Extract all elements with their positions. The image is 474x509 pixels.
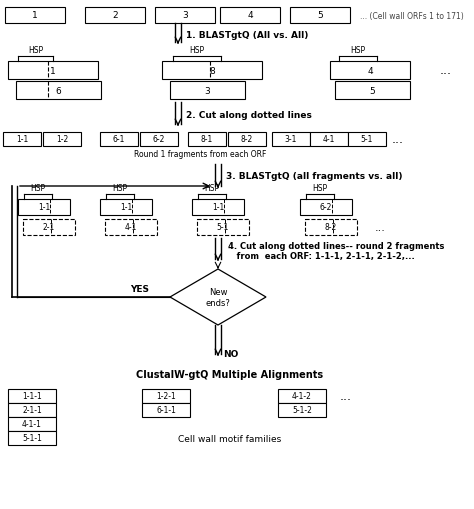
Bar xyxy=(162,62,262,80)
Text: New
ends?: New ends? xyxy=(206,288,230,307)
Text: 6-1: 6-1 xyxy=(113,135,125,144)
Text: NO: NO xyxy=(223,350,238,359)
Text: HSP: HSP xyxy=(190,46,205,55)
Text: 3. BLASTgtQ (all fragments vs. all): 3. BLASTgtQ (all fragments vs. all) xyxy=(226,172,402,181)
Text: 5: 5 xyxy=(370,87,375,95)
Text: 1: 1 xyxy=(50,66,56,75)
Bar xyxy=(310,133,348,147)
Text: YES: YES xyxy=(130,285,149,294)
Bar xyxy=(16,82,101,100)
Text: ...: ... xyxy=(440,64,452,77)
Text: ClustalW-gtQ Multiple Alignments: ClustalW-gtQ Multiple Alignments xyxy=(137,369,324,379)
Bar xyxy=(8,389,56,403)
Bar xyxy=(100,133,138,147)
Bar xyxy=(155,8,215,24)
Text: 1-1: 1-1 xyxy=(38,203,50,212)
Text: 1. BLASTgtQ (All vs. All): 1. BLASTgtQ (All vs. All) xyxy=(186,32,309,40)
Text: 8-2: 8-2 xyxy=(241,135,253,144)
Text: 2-1-1: 2-1-1 xyxy=(22,406,42,415)
Bar xyxy=(278,389,326,403)
Text: ... (Cell wall ORFs 1 to 171): ... (Cell wall ORFs 1 to 171) xyxy=(360,12,464,20)
Text: 4. Cut along dotted lines-- round 2 fragments: 4. Cut along dotted lines-- round 2 frag… xyxy=(228,242,444,251)
Text: 4: 4 xyxy=(247,12,253,20)
Text: 5-1-1: 5-1-1 xyxy=(22,434,42,443)
Bar xyxy=(300,200,352,216)
Text: 4-1: 4-1 xyxy=(323,135,335,144)
Bar xyxy=(170,82,245,100)
Bar xyxy=(290,8,350,24)
Text: 6-2: 6-2 xyxy=(320,203,332,212)
Bar xyxy=(142,403,190,417)
Bar xyxy=(197,219,249,236)
Text: 1-1: 1-1 xyxy=(120,203,132,212)
Bar xyxy=(8,62,98,80)
Text: 6: 6 xyxy=(55,87,61,95)
Text: 3-1: 3-1 xyxy=(285,135,297,144)
Text: 6-2: 6-2 xyxy=(153,135,165,144)
Text: ...: ... xyxy=(375,222,386,233)
Text: 4-1: 4-1 xyxy=(125,223,137,232)
Text: 2: 2 xyxy=(112,12,118,20)
Text: 5-1-2: 5-1-2 xyxy=(292,406,312,415)
Bar xyxy=(330,62,410,80)
Text: Round 1 fragments from each ORF: Round 1 fragments from each ORF xyxy=(134,150,266,159)
Bar xyxy=(43,133,81,147)
Bar xyxy=(8,431,56,445)
Text: 8-1: 8-1 xyxy=(201,135,213,144)
Text: 3: 3 xyxy=(205,87,210,95)
Text: 1-1: 1-1 xyxy=(16,135,28,144)
Text: 5-1: 5-1 xyxy=(217,223,229,232)
Bar xyxy=(140,133,178,147)
Bar xyxy=(85,8,145,24)
Text: 5: 5 xyxy=(317,12,323,20)
Text: HSP: HSP xyxy=(204,184,219,192)
Text: HSP: HSP xyxy=(312,184,328,192)
Text: ...: ... xyxy=(340,390,352,403)
Text: 5-1: 5-1 xyxy=(361,135,373,144)
Bar xyxy=(23,219,75,236)
Text: from  each ORF: 1-1-1, 2-1-1, 2-1-2,...: from each ORF: 1-1-1, 2-1-1, 2-1-2,... xyxy=(228,252,415,261)
Text: 3: 3 xyxy=(182,12,188,20)
Bar xyxy=(8,417,56,431)
Bar xyxy=(192,200,244,216)
Text: HSP: HSP xyxy=(30,184,46,192)
Text: 1-1-1: 1-1-1 xyxy=(22,392,42,401)
Text: ...: ... xyxy=(392,133,404,146)
Text: Cell wall motif families: Cell wall motif families xyxy=(178,435,282,444)
Bar xyxy=(188,133,226,147)
Bar xyxy=(228,133,266,147)
Text: HSP: HSP xyxy=(28,46,44,55)
Bar xyxy=(100,200,152,216)
Text: 2-1: 2-1 xyxy=(43,223,55,232)
Text: 1: 1 xyxy=(32,12,38,20)
Bar xyxy=(5,8,65,24)
Text: HSP: HSP xyxy=(112,184,128,192)
Bar xyxy=(278,403,326,417)
Bar xyxy=(3,133,41,147)
Bar xyxy=(8,403,56,417)
Text: 4: 4 xyxy=(367,66,373,75)
Text: 4-1-1: 4-1-1 xyxy=(22,420,42,429)
Bar xyxy=(142,389,190,403)
Bar xyxy=(272,133,310,147)
Text: 4-1-2: 4-1-2 xyxy=(292,392,312,401)
Bar xyxy=(220,8,280,24)
Bar xyxy=(335,82,410,100)
Text: 2. Cut along dotted lines: 2. Cut along dotted lines xyxy=(186,110,312,119)
Bar xyxy=(348,133,386,147)
Text: 1-2-1: 1-2-1 xyxy=(156,392,176,401)
Text: 8-2: 8-2 xyxy=(325,223,337,232)
Text: 1-2: 1-2 xyxy=(56,135,68,144)
Text: HSP: HSP xyxy=(350,46,365,55)
Bar xyxy=(105,219,157,236)
Text: 8: 8 xyxy=(209,66,215,75)
Text: 1-1: 1-1 xyxy=(212,203,224,212)
Bar xyxy=(305,219,357,236)
Polygon shape xyxy=(170,269,266,325)
Text: 6-1-1: 6-1-1 xyxy=(156,406,176,415)
Bar xyxy=(18,200,70,216)
